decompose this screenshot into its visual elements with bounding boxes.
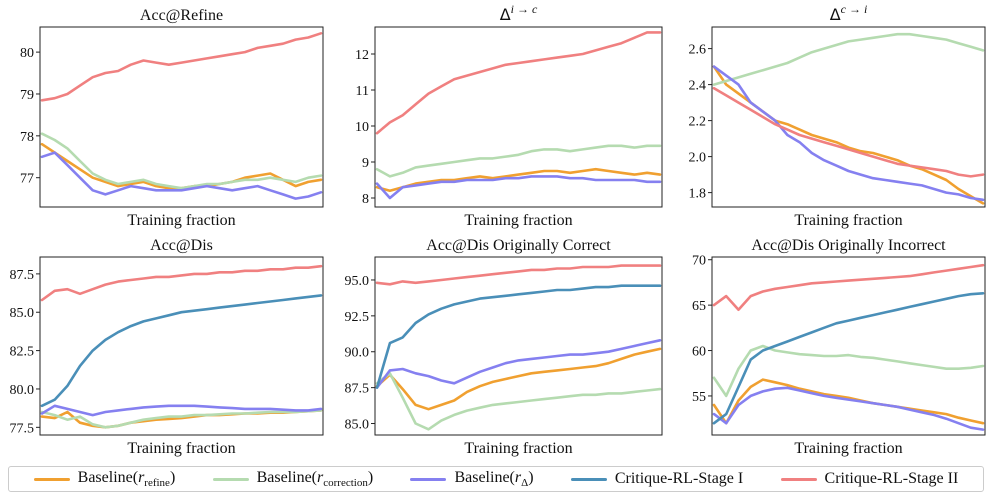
series-line-critique_stage1 bbox=[712, 291, 985, 425]
y-tick-label: 11 bbox=[356, 84, 369, 99]
y-tick-label: 60 bbox=[692, 345, 706, 360]
y-tick-label: 9 bbox=[362, 156, 369, 171]
legend-item-critique_stage2: Critique-RL-Stage II bbox=[780, 470, 959, 488]
y-tick-label: 77 bbox=[20, 172, 34, 187]
chart-title: Acc@Dis Originally Incorrect bbox=[751, 237, 946, 254]
series-line-baseline_refine bbox=[375, 167, 662, 193]
y-tick-label: 95.0 bbox=[345, 274, 370, 289]
series-line-baseline_correction bbox=[712, 32, 985, 86]
legend-label: Baseline(rcorrection) bbox=[256, 468, 374, 490]
x-axis-label: Training fraction bbox=[127, 440, 235, 457]
plot-frame bbox=[711, 26, 986, 208]
y-tick-label: 2.4 bbox=[689, 79, 707, 94]
series-line-baseline_correction bbox=[40, 409, 323, 429]
chart-title: Acc@Dis bbox=[150, 237, 213, 254]
series-line-baseline_delta bbox=[712, 386, 985, 431]
series-line-baseline_refine bbox=[712, 65, 985, 205]
legend: Baseline(rrefine) Baseline(rcorrection) Ba… bbox=[8, 466, 984, 492]
y-tick-label: 10 bbox=[355, 120, 369, 135]
x-axis-label: Training fraction bbox=[127, 212, 235, 229]
series-line-baseline_refine bbox=[375, 347, 662, 411]
chart-panel-3: Δc → i 1.8 2.0 2.2 2.4 2.6 Training fraction bbox=[689, 2, 986, 229]
series-line-baseline_delta bbox=[40, 151, 323, 200]
legend-item-baseline_correction: Baseline(rcorrection) bbox=[212, 468, 374, 490]
x-axis-label: Training fraction bbox=[794, 212, 902, 229]
plot-frame bbox=[374, 26, 663, 208]
plot-frame bbox=[711, 256, 986, 436]
series-line-baseline_delta bbox=[375, 338, 662, 389]
y-tick-label: 77.5 bbox=[10, 421, 35, 436]
legend-label: Baseline(rrefine) bbox=[77, 468, 176, 490]
y-tick-label: 55 bbox=[692, 390, 706, 405]
series-line-critique_stage2 bbox=[712, 263, 985, 312]
series-line-baseline_refine bbox=[712, 378, 985, 425]
chart-panel-6: Acc@Dis Originally Incorrect 55 60 65 70 Trai… bbox=[692, 237, 986, 457]
y-tick-label: 12 bbox=[355, 48, 369, 63]
legend-swatch bbox=[33, 477, 70, 481]
chart-title: Δi → c bbox=[500, 2, 538, 24]
y-tick-label: 1.8 bbox=[689, 187, 707, 202]
y-tick-label: 2.0 bbox=[689, 151, 707, 166]
series-line-baseline_correction bbox=[375, 371, 662, 431]
x-axis-label: Training fraction bbox=[794, 440, 902, 457]
chart-title: Acc@Dis Originally Correct bbox=[426, 237, 611, 254]
chart-panel-4: Acc@Dis 77.5 80.0 82.5 85.0 87.5 Training frac… bbox=[10, 237, 324, 457]
series-line-critique_stage2 bbox=[712, 86, 985, 178]
plot-frame bbox=[374, 256, 663, 436]
y-tick-label: 80.0 bbox=[10, 383, 35, 398]
series-line-critique_stage2 bbox=[375, 31, 662, 135]
x-axis-label: Training fraction bbox=[464, 212, 572, 229]
chart-panel-1: Acc@Refine 77 78 79 80 Training fraction bbox=[20, 7, 324, 229]
series-line-critique_stage2 bbox=[375, 264, 662, 286]
y-tick-label: 90.0 bbox=[345, 346, 370, 361]
y-tick-label: 82.5 bbox=[10, 345, 35, 360]
plot-frame bbox=[39, 256, 324, 436]
legend-swatch bbox=[780, 477, 817, 481]
y-tick-label: 80 bbox=[20, 46, 34, 61]
legend-label: Baseline(rΔ) bbox=[454, 468, 534, 490]
y-tick-label: 79 bbox=[20, 88, 34, 103]
series-line-baseline_delta bbox=[375, 175, 662, 200]
series-line-critique_stage2 bbox=[40, 31, 323, 102]
y-tick-label: 85.0 bbox=[345, 418, 370, 433]
y-tick-label: 2.6 bbox=[689, 43, 707, 58]
series-line-baseline_delta bbox=[40, 404, 323, 417]
chart-title: Acc@Refine bbox=[140, 7, 223, 24]
legend-item-baseline_refine: Baseline(rrefine) bbox=[33, 468, 176, 490]
y-tick-label: 65 bbox=[692, 299, 706, 314]
x-axis-label: Training fraction bbox=[464, 440, 572, 457]
y-tick-label: 78 bbox=[20, 130, 34, 145]
legend-item-baseline_delta: Baseline(rΔ) bbox=[410, 468, 534, 490]
plot-frame bbox=[39, 26, 324, 208]
series-line-critique_stage2 bbox=[40, 264, 323, 302]
series-line-critique_stage1 bbox=[40, 294, 323, 408]
legend-label: Critique-RL-Stage II bbox=[824, 470, 959, 487]
chart-title: Δc → i bbox=[830, 2, 868, 24]
legend-swatch bbox=[410, 477, 447, 481]
y-tick-label: 70 bbox=[692, 254, 706, 269]
legend-label: Critique-RL-Stage I bbox=[614, 470, 744, 487]
series-line-baseline_correction bbox=[712, 344, 985, 398]
series-line-critique_stage1 bbox=[375, 284, 662, 389]
series-line-baseline_correction bbox=[375, 144, 662, 178]
y-tick-label: 92.5 bbox=[345, 310, 370, 325]
y-tick-label: 87.5 bbox=[10, 268, 35, 283]
chart-panel-5: Acc@Dis Originally Correct 85.0 87.5 90.0 92… bbox=[345, 237, 663, 457]
series-line-baseline_delta bbox=[712, 65, 985, 202]
y-tick-label: 2.2 bbox=[689, 115, 707, 130]
series-line-baseline_correction bbox=[40, 132, 323, 190]
y-tick-label: 8 bbox=[362, 192, 369, 207]
y-tick-label: 87.5 bbox=[345, 382, 370, 397]
y-tick-label: 85.0 bbox=[10, 306, 35, 321]
legend-swatch bbox=[570, 477, 607, 481]
chart-panel-2: Δi → c 8 9 10 11 12 Training fraction bbox=[355, 2, 663, 229]
legend-item-critique_stage1: Critique-RL-Stage I bbox=[570, 470, 744, 488]
legend-swatch bbox=[212, 477, 249, 481]
